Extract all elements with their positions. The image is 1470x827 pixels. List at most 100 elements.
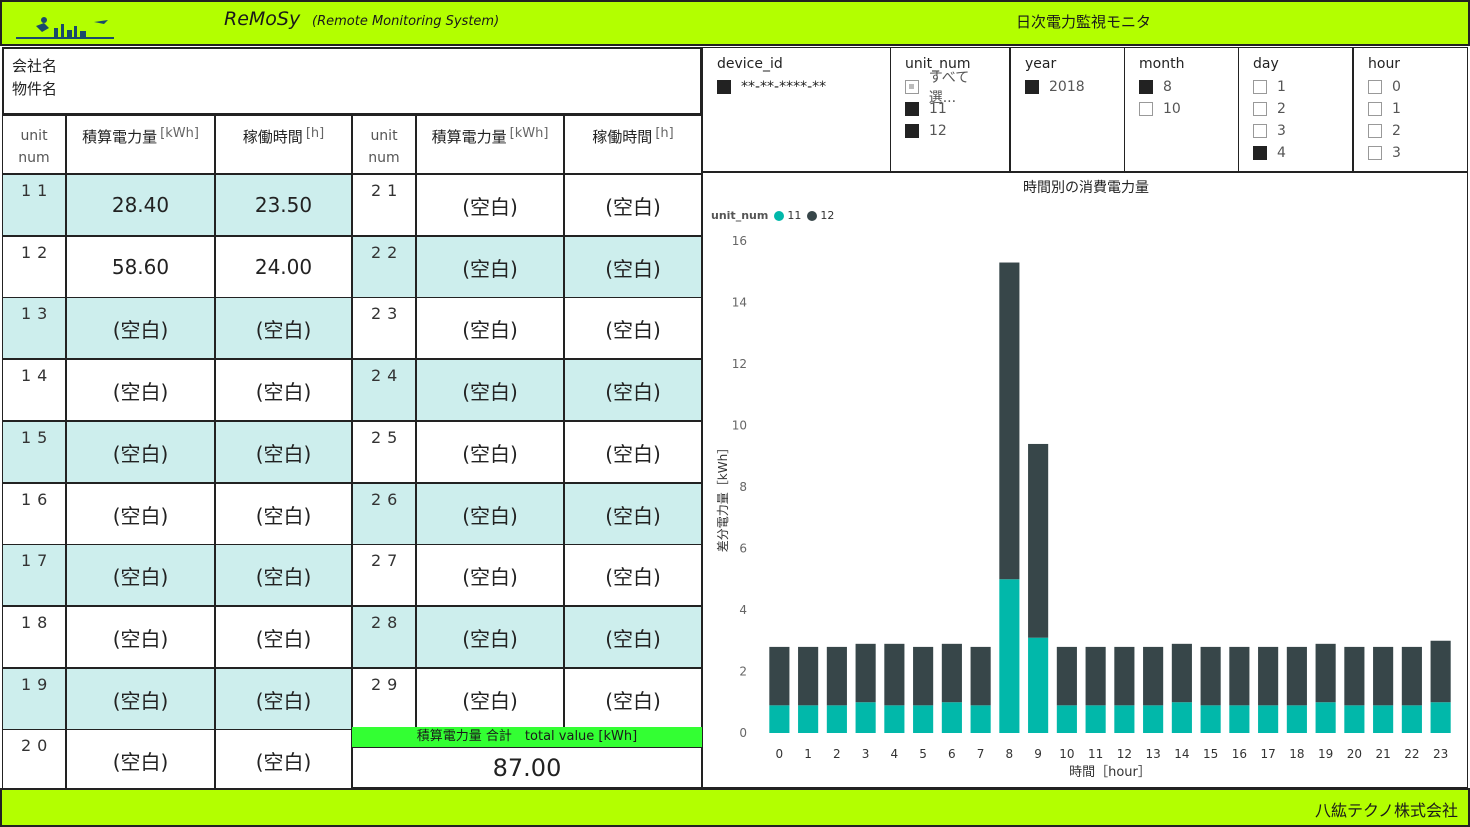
bar-12-hour-13[interactable] [1143,646,1164,706]
bar-12-hour-12[interactable] [1114,646,1135,706]
bar-11-hour-9[interactable] [1028,637,1049,733]
slicer-option[interactable]: 1 [1368,98,1453,120]
slicer-option[interactable]: 12 [905,120,995,142]
bar-11-hour-4[interactable] [884,705,905,733]
checkbox-icon[interactable] [1253,80,1267,94]
legend-label-12[interactable]: 12 [820,209,835,222]
slicer-option[interactable]: 4 [1253,142,1338,164]
bar-11-hour-5[interactable] [913,705,934,733]
slicer-option[interactable]: 1 [1253,76,1338,98]
checkbox-icon[interactable] [1253,124,1267,138]
slicer-option[interactable]: 2 [1368,120,1453,142]
bar-12-hour-2[interactable] [826,646,847,706]
left-energy-value: (空白) [66,421,215,483]
right-hours-value: (空白) [564,421,702,483]
bar-11-hour-17[interactable] [1258,705,1279,733]
bar-11-hour-16[interactable] [1229,705,1250,733]
bar-12-hour-16[interactable] [1229,646,1250,706]
bar-12-hour-5[interactable] [913,646,934,706]
right-hours-value: (空白) [564,297,702,359]
bar-11-hour-10[interactable] [1056,705,1077,733]
left-header-energy: 積算電力量 [kWh] [66,115,215,174]
bar-11-hour-15[interactable] [1200,705,1221,733]
bar-11-hour-8[interactable] [999,579,1020,733]
slicer-option[interactable]: すべて選... [905,70,995,106]
bar-11-hour-20[interactable] [1344,705,1365,733]
bar-11-hour-23[interactable] [1430,702,1451,733]
bar-11-hour-0[interactable] [769,705,790,733]
slicer-option[interactable]: 0 [1368,76,1453,98]
bar-12-hour-11[interactable] [1085,646,1106,706]
checkbox-icon[interactable] [1368,146,1382,160]
bar-11-hour-21[interactable] [1373,705,1394,733]
bar-12-hour-15[interactable] [1200,646,1221,706]
bar-12-hour-7[interactable] [970,646,991,706]
bar-12-hour-1[interactable] [798,646,819,706]
bar-11-hour-14[interactable] [1171,702,1192,733]
bar-11-hour-3[interactable] [855,702,876,733]
checkbox-icon[interactable] [1368,80,1382,94]
bar-11-hour-11[interactable] [1085,705,1106,733]
slicer-option[interactable]: 10 [1139,98,1224,120]
bar-12-hour-9[interactable] [1028,443,1049,638]
slicer-option[interactable]: 3 [1253,120,1338,142]
bar-11-hour-19[interactable] [1315,702,1336,733]
right-energy-value: (空白) [416,606,564,668]
bar-12-hour-14[interactable] [1171,643,1192,703]
bar-12-hour-4[interactable] [884,643,905,706]
bar-12-hour-8[interactable] [999,262,1020,580]
bar-12-hour-19[interactable] [1315,643,1336,703]
slicer-option[interactable]: **-**-****-** [717,76,876,98]
header-hours-label: 稼働時間 [242,128,303,146]
checkbox-icon[interactable] [1253,102,1267,116]
slicer-option[interactable]: 2 [1253,98,1338,120]
slicer-option[interactable]: 8 [1139,76,1224,98]
bar-11-hour-2[interactable] [826,705,847,733]
x-tick-label: 16 [1232,747,1247,761]
left-energy-value: (空白) [66,544,215,606]
x-tick-label: 4 [891,747,899,761]
bar-12-hour-10[interactable] [1056,646,1077,706]
checkbox-icon[interactable] [1253,146,1267,160]
bar-11-hour-13[interactable] [1143,705,1164,733]
checkbox-icon[interactable] [1139,80,1153,94]
bar-12-hour-6[interactable] [941,643,962,703]
slicer-option-label: 1 [1392,101,1401,117]
bar-12-hour-20[interactable] [1344,646,1365,706]
bar-11-hour-12[interactable] [1114,705,1135,733]
bar-12-hour-3[interactable] [855,643,876,703]
checkbox-icon[interactable] [905,124,919,138]
slicer-option[interactable]: 3 [1368,142,1453,164]
right-hours-value: (空白) [564,668,702,730]
bar-11-hour-1[interactable] [798,705,819,733]
checkbox-icon[interactable] [1139,102,1153,116]
bar-12-hour-23[interactable] [1430,640,1451,703]
bar-11-hour-6[interactable] [941,702,962,733]
bar-11-hour-7[interactable] [970,705,991,733]
bar-12-hour-21[interactable] [1373,646,1394,706]
header-energy-label: 積算電力量 [82,128,158,146]
x-tick-label: 2 [833,747,841,761]
legend-label-11[interactable]: 11 [787,209,802,222]
left-unit-num: 17 [2,544,66,606]
right-unit-num: 26 [352,483,416,545]
bar-12-hour-18[interactable] [1286,646,1307,706]
slicer-option-label: 1 [1277,79,1286,95]
checkbox-icon[interactable] [1025,80,1039,94]
slicer-option[interactable]: 11 [905,98,995,120]
checkbox-icon[interactable] [1368,124,1382,138]
slicer-option-label: 11 [929,101,947,117]
checkbox-icon[interactable] [905,102,919,116]
bar-12-hour-22[interactable] [1401,646,1422,706]
company-name: 八紘テクノ株式会社 [1314,801,1458,820]
bar-11-hour-22[interactable] [1401,705,1422,733]
bar-11-hour-18[interactable] [1286,705,1307,733]
slicer-option[interactable]: 2018 [1025,76,1110,98]
checkbox-icon[interactable] [1368,102,1382,116]
x-tick-label: 22 [1404,747,1419,761]
checkbox-icon[interactable] [717,80,731,94]
header-energy-unit: [kWh] [160,126,199,141]
checkbox-icon[interactable] [905,80,919,94]
bar-12-hour-0[interactable] [769,646,790,706]
bar-12-hour-17[interactable] [1258,646,1279,706]
